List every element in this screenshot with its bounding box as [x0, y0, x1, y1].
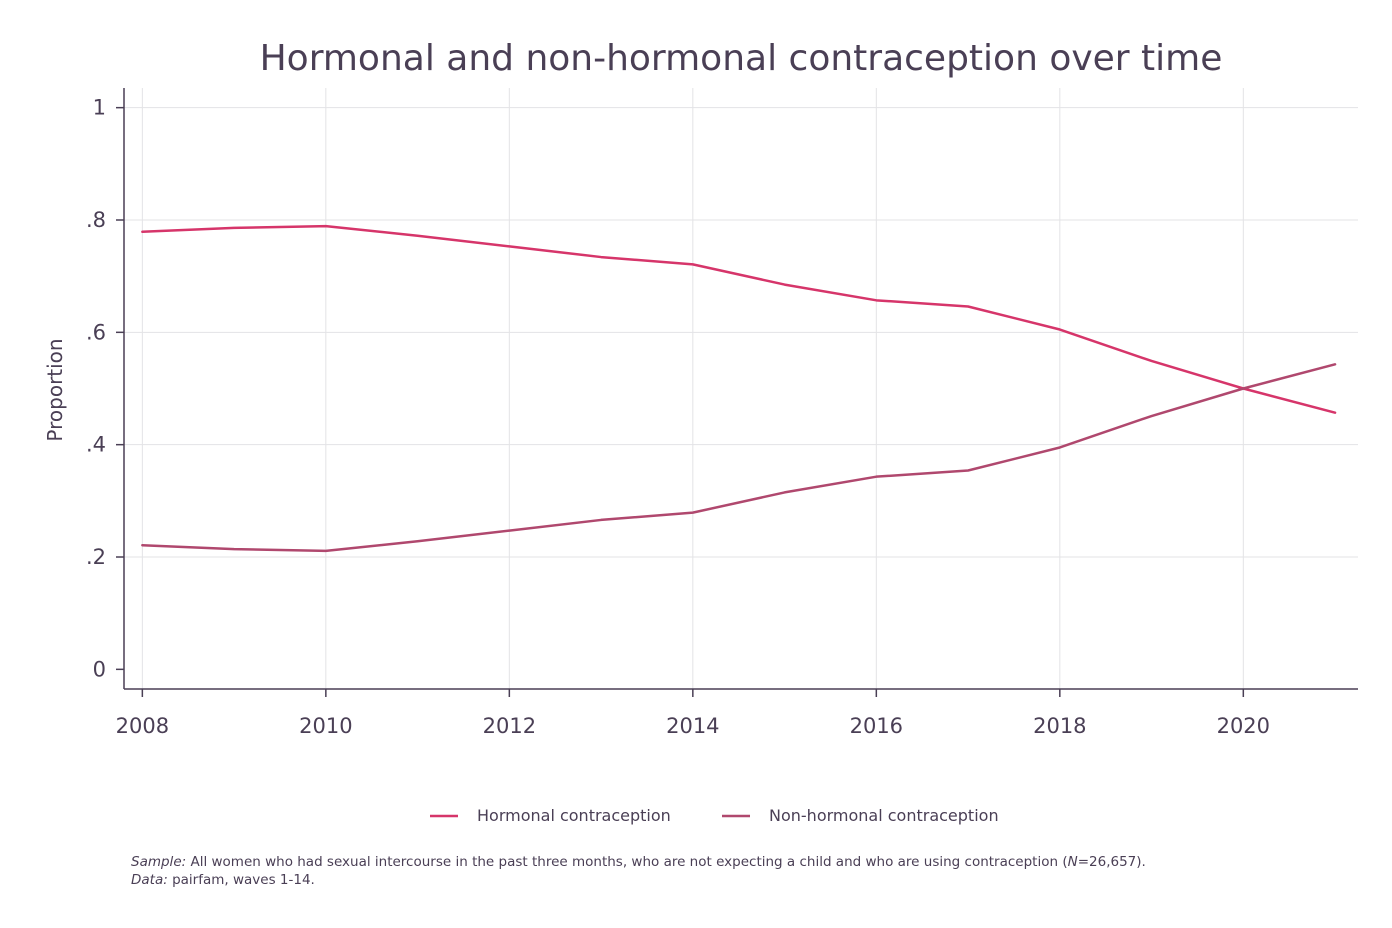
legend-item: Non-hormonal contraception [722, 806, 999, 825]
chart-title: Hormonal and non-hormonal contraception … [260, 38, 1223, 79]
x-tick-label: 2016 [850, 714, 903, 738]
sample-note-n-value: =26,657). [1077, 854, 1146, 870]
axes: 0 .2 .4 .6 .8 1 2008 2010 2012 2014 2016 2018 2020 [86, 88, 1358, 738]
data-note-label: Data: [131, 872, 168, 888]
data-note: Data: pairfam, waves 1-14. [131, 871, 315, 889]
series-lines [141, 224, 1337, 553]
y-tick-label: .4 [86, 433, 106, 457]
x-tick-label: 2018 [1033, 714, 1086, 738]
y-tick-label: .2 [86, 545, 106, 569]
legend-label: Non-hormonal contraception [769, 806, 999, 825]
y-tick-label: 0 [93, 657, 106, 681]
y-tick-label: .8 [86, 208, 106, 232]
x-tick-label: 2020 [1217, 714, 1270, 738]
y-axis-title: Proportion [43, 338, 67, 441]
x-tick-label: 2012 [483, 714, 536, 738]
x-tick-label: 2010 [299, 714, 352, 738]
legend-label: Hormonal contraception [477, 806, 671, 825]
sample-note-text: All women who had sexual intercourse in … [186, 854, 1068, 870]
x-tick-label: 2014 [666, 714, 719, 738]
series-line-non-hormonal [141, 363, 1337, 553]
gridlines [124, 88, 1358, 689]
sample-note: Sample: All women who had sexual interco… [131, 853, 1146, 871]
sample-note-n-label: N [1067, 854, 1078, 870]
y-tick-label: .6 [86, 320, 106, 344]
x-tick-label: 2008 [116, 714, 169, 738]
legend: Hormonal contraception Non-hormonal contr… [430, 806, 999, 825]
y-tick-label: 1 [93, 96, 106, 120]
legend-item: Hormonal contraception [430, 806, 671, 825]
data-note-text: pairfam, waves 1-14. [167, 872, 315, 888]
series-line-hormonal [141, 224, 1337, 414]
sample-note-label: Sample: [131, 854, 187, 870]
